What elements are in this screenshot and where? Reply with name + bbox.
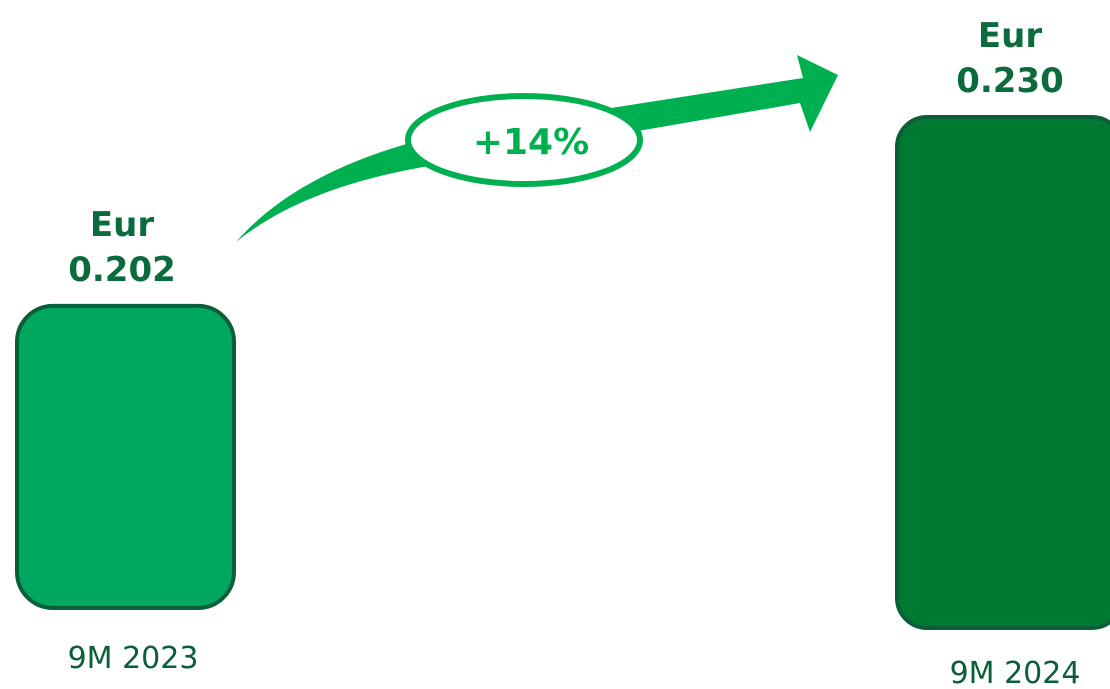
bar-9m-2023 [15,303,236,610]
value-label-amount-9m-2024: 0.230 [956,61,1064,101]
value-label-unit-9m-2023: Eur [90,205,154,245]
category-label-9m-2023: 9M 2023 [68,641,199,676]
value-label-amount-9m-2023: 0.202 [68,250,176,290]
growth-label: +14% [473,122,589,163]
growth-badge [405,93,643,187]
value-label-unit-9m-2024: Eur [978,16,1042,56]
bar-9m-2024 [895,115,1110,630]
category-label-9m-2024: 9M 2024 [950,656,1081,689]
growth-arrow [236,55,838,242]
